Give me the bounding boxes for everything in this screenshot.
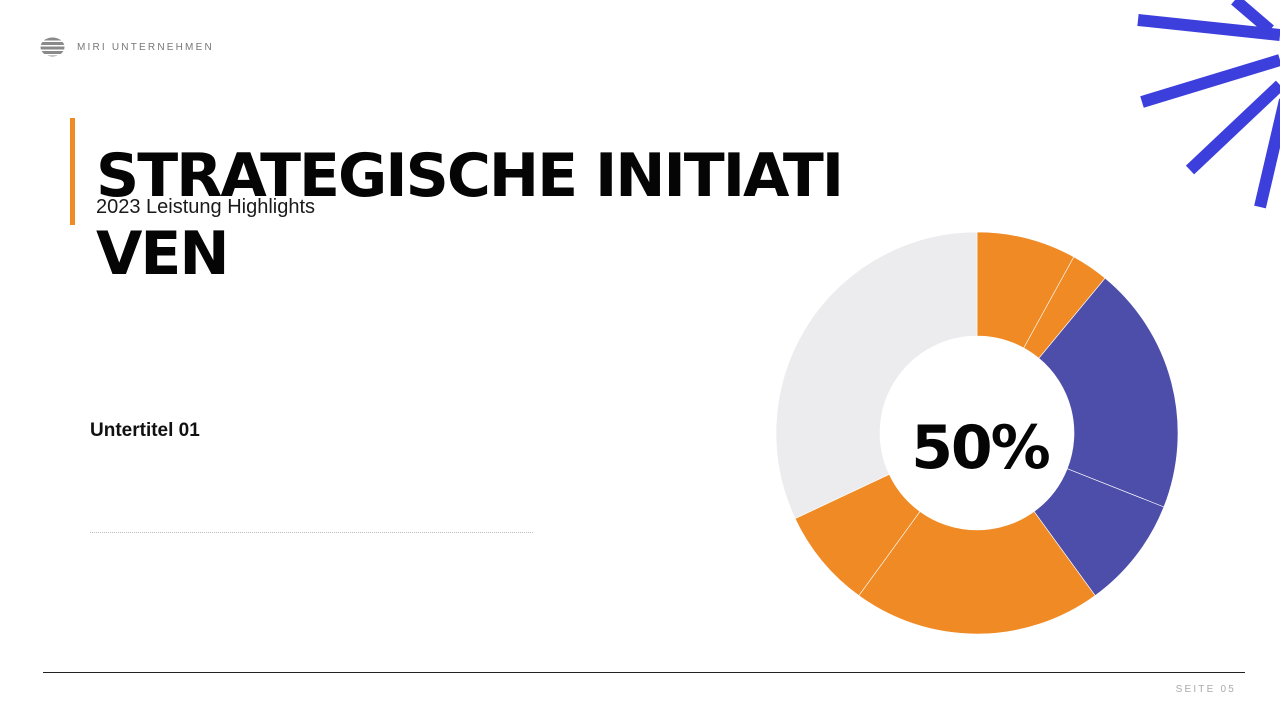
page-title: STRATEGISCHE INITIATIVEN [96,141,844,289]
page-subtitle: 2023 Leistung Highlights [96,196,316,218]
body-text [90,532,533,533]
striped-circle-logo-icon [40,37,65,57]
page-number: SEITE 05 [1175,684,1236,695]
donut-slice-3 [1038,277,1178,508]
brand-name: MIRI UNTERNEHMEN [77,41,214,53]
starburst-decoration-icon [1137,0,1280,209]
footer-divider [43,672,1245,673]
body-text-block [90,531,533,534]
section-heading: Untertitel 01 [90,420,200,441]
donut-slice-5 [858,511,1096,634]
brand-header: MIRI UNTERNEHMEN [40,37,214,57]
title-accent-bar [70,118,75,225]
donut-center-label: 50% [911,413,1051,483]
donut-chart: 50% [776,232,1178,634]
donut-chart-svg [776,232,1178,634]
donut-slice-7 [776,232,978,519]
